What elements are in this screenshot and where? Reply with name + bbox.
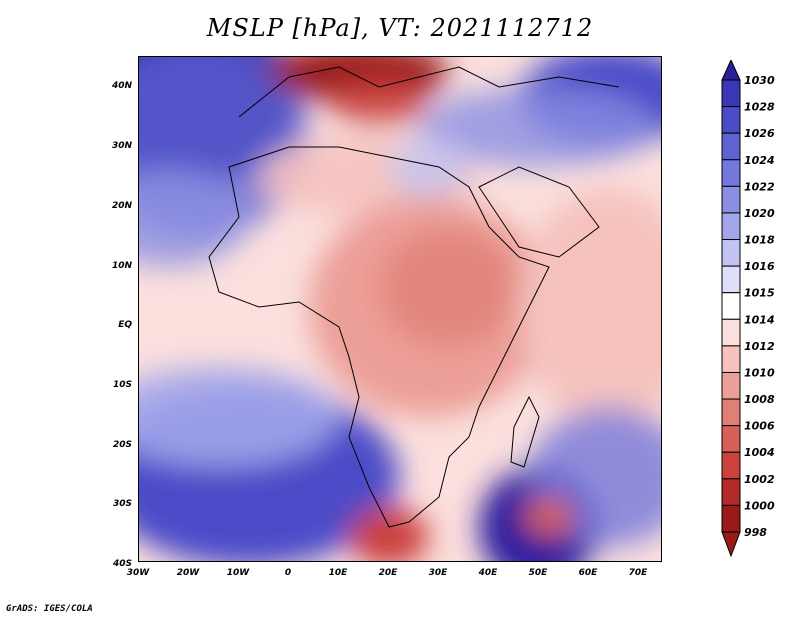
colorbar-level-label: 1026	[744, 127, 775, 140]
x-tick-label: 30W	[127, 568, 151, 578]
colorbar-level-label: 1006	[744, 420, 775, 433]
y-tick-label: 20S	[113, 440, 132, 450]
colorbar-segment	[721, 504, 741, 533]
colorbar-segment	[721, 345, 741, 373]
colorbar-segment	[721, 292, 741, 320]
colorbar-segment	[721, 265, 741, 294]
pressure-field	[139, 57, 661, 561]
x-tick-label: 20E	[379, 568, 399, 578]
colorbar-level-label: 1018	[744, 234, 775, 247]
y-tick-label: 40S	[112, 559, 132, 569]
chart-title: MSLP [hPa], VT: 2021112712	[206, 14, 594, 42]
x-tick-label: 0	[285, 568, 291, 578]
colorbar-segment	[721, 371, 741, 400]
colorbar-segment	[721, 132, 741, 161]
africa-coastline	[208, 146, 550, 528]
colorbar-segment	[721, 106, 741, 134]
credit-text: GrADS: IGES/COLA	[6, 604, 93, 614]
colorbar-level-label: 1022	[744, 180, 775, 193]
colorbar-segment	[721, 425, 741, 453]
colorbar-top-arrow	[721, 60, 741, 81]
colorbar-level-label: 1020	[744, 207, 775, 220]
y-tick-label: 30N	[112, 141, 133, 151]
colorbar-level-label: 1016	[744, 260, 775, 273]
colorbar-level-label: 1012	[744, 340, 775, 353]
x-tick-label: 20W	[177, 568, 201, 578]
colorbar-segment	[721, 318, 741, 347]
y-tick-label: 10N	[112, 261, 133, 271]
colorbar-level-label: 1000	[744, 499, 775, 512]
madagascar-coastline	[510, 395, 540, 468]
colorbar-level-label: 1010	[744, 366, 775, 379]
y-tick-label: 40N	[111, 81, 133, 91]
colorbar-segment	[721, 185, 741, 214]
colorbar-segment	[721, 239, 741, 267]
x-tick-label: 50E	[529, 568, 549, 578]
colorbar-level-label: 1015	[744, 287, 775, 300]
europe-coastline	[238, 66, 620, 118]
x-tick-label: 10W	[227, 568, 251, 578]
y-tick-label: EQ	[118, 320, 132, 330]
x-tick-label: 10E	[329, 568, 349, 578]
colorbar-level-label: 1002	[744, 473, 775, 486]
colorbar-segment	[721, 398, 741, 427]
y-tick-label: 30S	[113, 499, 132, 509]
pressure-map	[138, 56, 662, 562]
x-tick-label: 70E	[629, 568, 649, 578]
x-tick-label: 40E	[478, 568, 499, 578]
colorbar-level-label: 1008	[744, 393, 775, 406]
y-tick-label: 20N	[112, 201, 133, 211]
colorbar-level-label: 1014	[744, 313, 775, 326]
colorbar-bottom-arrow	[721, 531, 741, 558]
colorbar-level-label: 998	[744, 526, 767, 539]
arabia-coastline	[478, 166, 600, 258]
colorbar-segment	[721, 478, 741, 506]
colorbar-segment	[721, 212, 741, 241]
colorbar-level-label: 1028	[744, 101, 775, 114]
colorbar-segment	[721, 79, 741, 108]
colorbar: 1030 1028 1026 1024 1022 1020 1018 1016 1015 1014…	[721, 60, 775, 558]
colorbar-level-label: 1004	[744, 446, 775, 459]
x-tick-label: 30E	[429, 568, 449, 578]
colorbar-level-label: 1030	[744, 74, 775, 87]
y-tick-label: 10S	[113, 380, 132, 390]
x-tick-label: 60E	[579, 568, 599, 578]
colorbar-level-label: 1024	[744, 154, 775, 167]
colorbar-segment	[721, 159, 741, 187]
colorbar-segment	[721, 451, 741, 480]
